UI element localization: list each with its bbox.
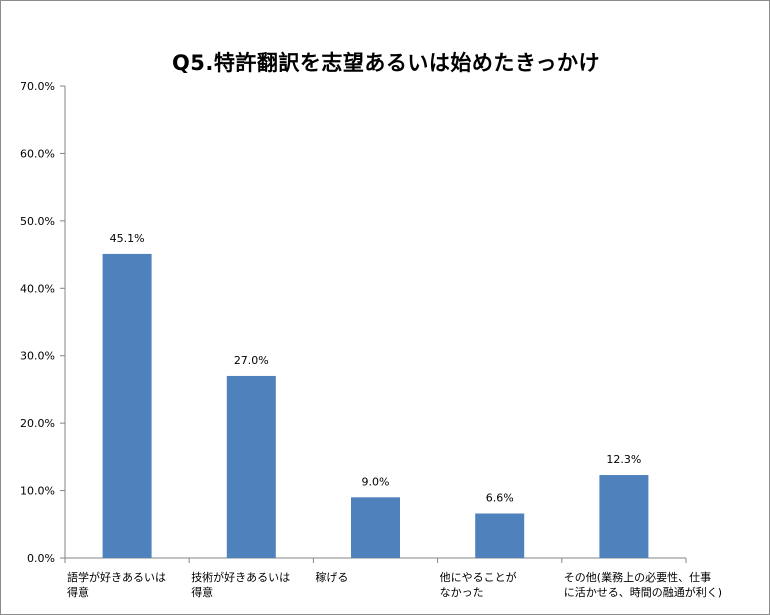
category-label: 得意 (67, 585, 89, 599)
chart-title: Q5.特許翻訳を志望あるいは始めたきっかけ (171, 51, 601, 75)
y-tick-label: 50.0% (20, 215, 55, 228)
y-tick-label: 30.0% (20, 350, 55, 363)
category-label: 稼げる (315, 570, 348, 584)
category-label: に活かせる、時間の融通が利く) (564, 585, 722, 599)
bar (475, 513, 525, 558)
category-label: 他にやることが (440, 570, 517, 584)
data-label: 6.6% (486, 491, 514, 504)
y-tick-label: 0.0% (27, 552, 55, 565)
category-label: なかった (440, 586, 484, 599)
y-tick-label: 20.0% (20, 417, 55, 430)
bars (102, 253, 649, 558)
y-tick-label: 40.0% (20, 282, 55, 295)
y-tick-label: 70.0% (20, 80, 55, 93)
category-label: 技術が好きあるいは (191, 570, 290, 584)
y-tick-label: 10.0% (20, 485, 55, 498)
data-label: 45.1% (110, 232, 145, 245)
bar (102, 253, 152, 558)
bar (351, 497, 400, 558)
data-label: 27.0% (234, 354, 269, 367)
data-label: 9.0% (362, 475, 390, 488)
data-label: 12.3% (606, 453, 641, 466)
category-label: その他(業務上の必要性、仕事 (564, 570, 711, 584)
category-label: 得意 (191, 585, 213, 599)
y-tick-label: 60.0% (20, 147, 55, 160)
bar (599, 475, 649, 558)
category-label: 語学が好きあるいは (67, 570, 166, 584)
labels: 45.1%語学が好きあるいは得意27.0%技術が好きあるいは得意9.0%稼げる6… (67, 232, 722, 599)
bar (226, 375, 276, 558)
